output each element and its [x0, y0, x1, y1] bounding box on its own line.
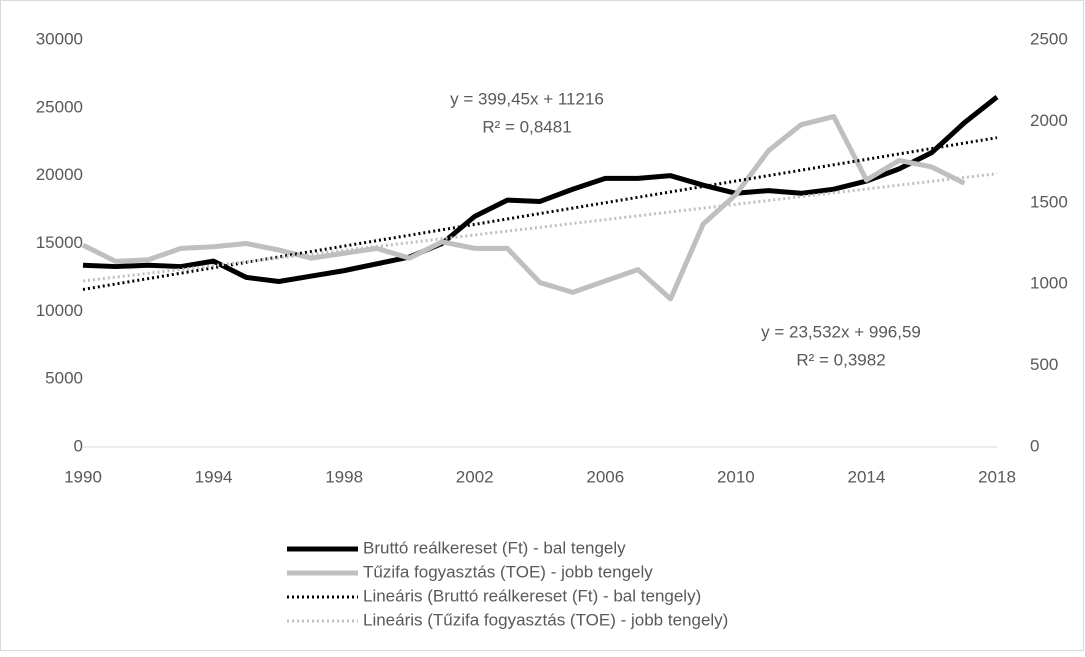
x-tick-label: 2018 — [978, 467, 1016, 486]
y2-tick-label: 1500 — [1030, 192, 1068, 211]
x-tick-label: 1998 — [325, 467, 363, 486]
x-tick-label: 2006 — [586, 467, 624, 486]
legend-label: Lineáris (Tűzifa fogyasztás (TOE) - jobb… — [363, 610, 728, 629]
annotation: R² = 0,3982 — [796, 350, 885, 369]
y-tick-label: 20000 — [36, 165, 83, 184]
annotation: y = 23,532x + 996,59 — [761, 322, 921, 341]
y2-tick-label: 0 — [1030, 436, 1039, 455]
y-tick-label: 5000 — [45, 369, 83, 388]
x-tick-label: 2014 — [848, 467, 886, 486]
y2-tick-label: 2500 — [1030, 29, 1068, 48]
legend-label: Bruttó reálkereset (Ft) - bal tengely — [363, 538, 626, 557]
legend-label: Tűzifa fogyasztás (TOE) - jobb tengely — [363, 562, 653, 581]
legend-label: Lineáris (Bruttó reálkereset (Ft) - bal … — [363, 586, 701, 605]
x-tick-label: 2002 — [456, 467, 494, 486]
x-tick-label: 1994 — [195, 467, 233, 486]
y-tick-label: 10000 — [36, 301, 83, 320]
annotation: R² = 0,8481 — [482, 117, 571, 136]
series-line — [82, 95, 999, 284]
x-tick-label: 1990 — [64, 467, 102, 486]
trend-line — [82, 172, 998, 283]
series-line — [81, 114, 966, 302]
y-tick-label: 25000 — [36, 97, 83, 116]
y2-tick-label: 2000 — [1030, 111, 1068, 130]
x-tick-label: 2010 — [717, 467, 755, 486]
y2-tick-label: 500 — [1030, 355, 1058, 374]
y-tick-label: 30000 — [36, 29, 83, 48]
y-tick-label: 0 — [74, 436, 83, 455]
y2-tick-label: 1000 — [1030, 274, 1068, 293]
y-tick-label: 15000 — [36, 233, 83, 252]
annotation: y = 399,45x + 11216 — [450, 89, 604, 108]
